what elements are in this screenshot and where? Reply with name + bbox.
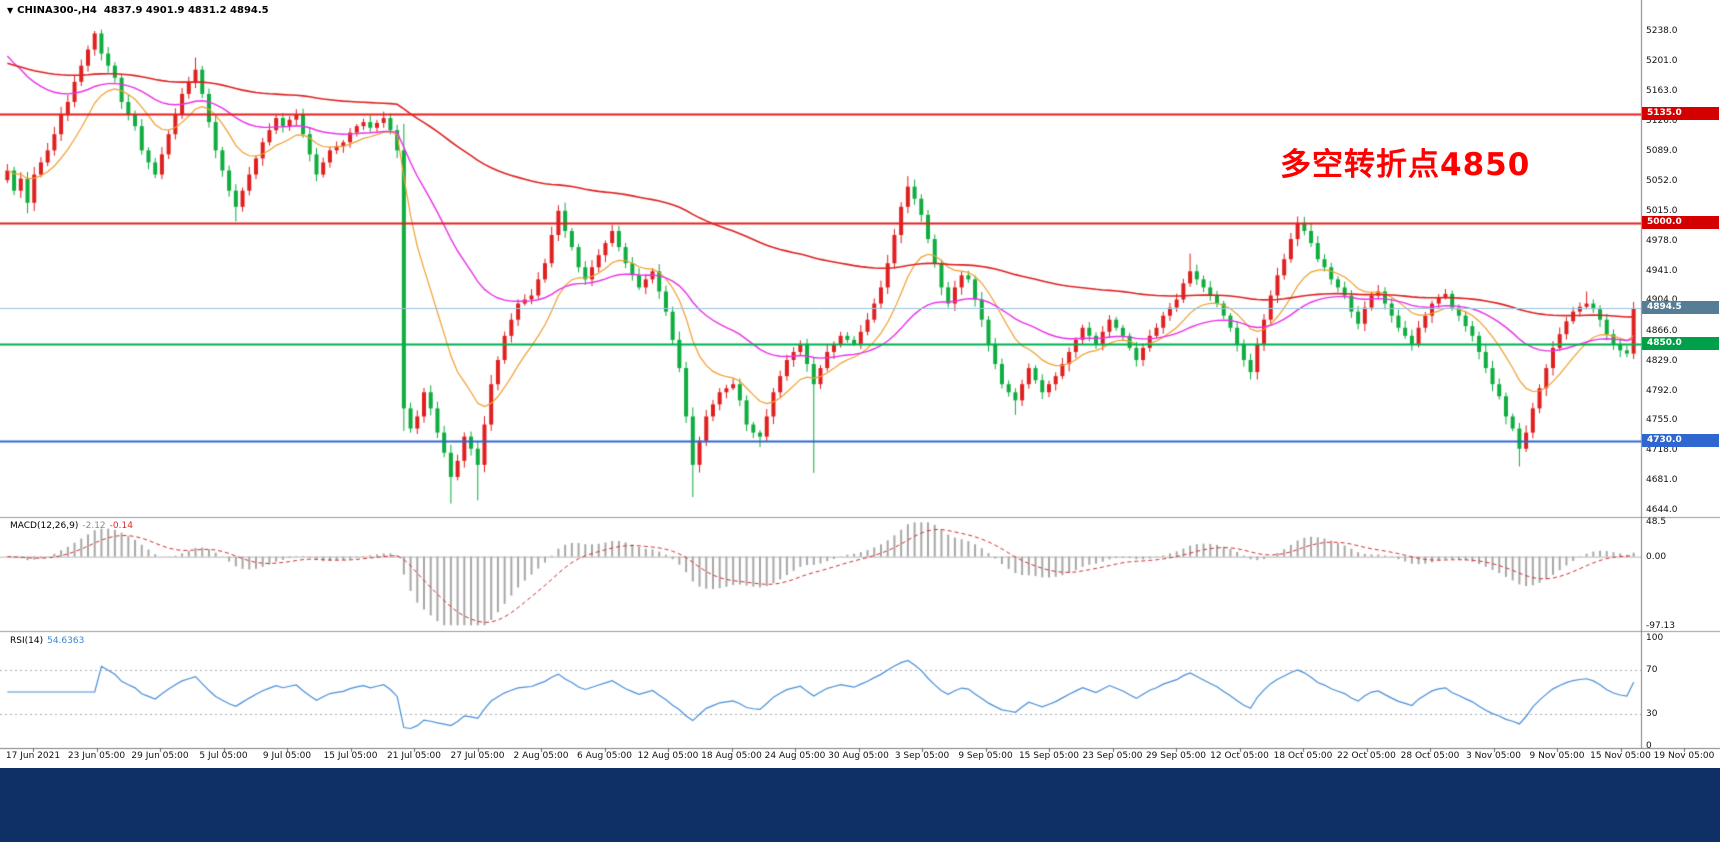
- symbol-title: CHINA300-,H4: [17, 5, 97, 16]
- macd-name: MACD(12,26,9): [10, 521, 79, 531]
- rsi-indicator-label: RSI(14) 54.6363: [10, 636, 84, 646]
- candlestick-chart-canvas[interactable]: [0, 0, 1720, 768]
- macd-indicator-label: MACD(12,26,9) -2.12 -0.14: [10, 521, 133, 531]
- symbol-dropdown-icon[interactable]: ▼: [7, 6, 14, 15]
- bottom-taskbar: [0, 768, 1720, 842]
- symbol-ohlc-values: 4837.9 4901.9 4831.2 4894.5: [103, 5, 269, 16]
- rsi-value: 54.6363: [47, 636, 85, 646]
- annotation-text: 多空转折点4850: [1280, 147, 1531, 183]
- macd-main-value: -2.12: [82, 521, 106, 531]
- symbol-header: ▼ CHINA300-,H4 4837.9 4901.9 4831.2 4894.…: [7, 5, 269, 16]
- rsi-name: RSI(14): [10, 636, 44, 646]
- macd-signal-value: -0.14: [109, 521, 133, 531]
